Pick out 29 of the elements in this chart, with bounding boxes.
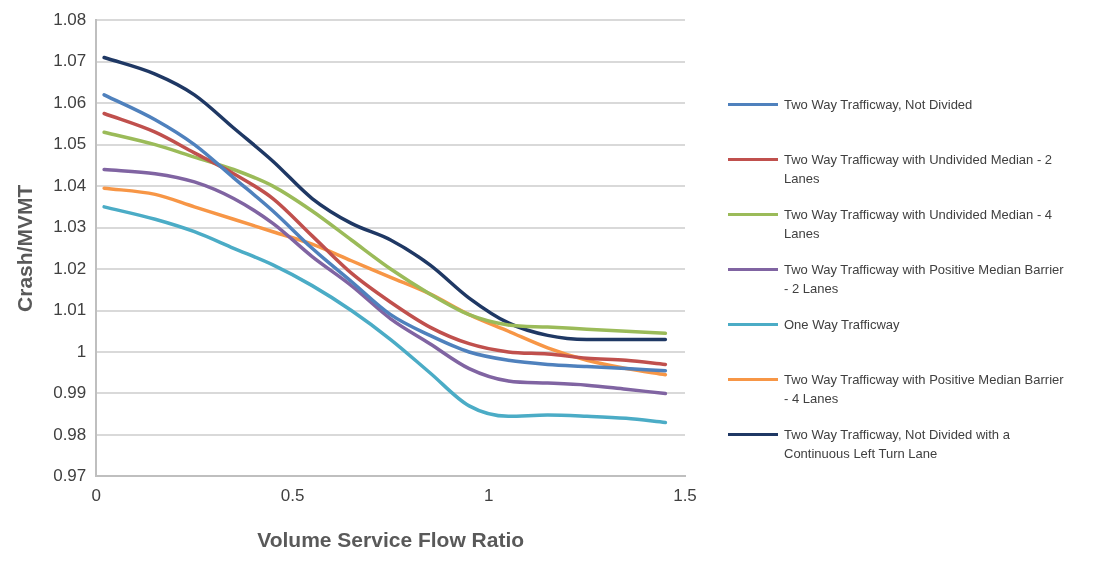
legend-label: Two Way Trafficway with Positive Median Barrier - 2 Lanes [784,261,1064,298]
y-tick-label: 0.98 [53,424,87,444]
y-tick-label: 1.05 [53,134,87,154]
line-series [102,55,668,342]
legend-label: Two Way Trafficway, Not Divided [784,96,974,114]
y-tick-label: 1.08 [53,9,87,29]
y-tick-label: 0.97 [53,466,87,486]
y-axis-title: Crash/MVMT [13,184,37,312]
legend-label: Two Way Trafficway with Undivided Median - 2 Lanes [784,151,1054,188]
line-series [102,205,668,425]
y-tick-label: 1.07 [53,51,87,71]
x-tick-label: 0 [91,486,102,506]
y-tick-label: 1.04 [53,175,87,195]
y-tick-label: 1.03 [53,217,87,237]
y-tick-label: 0.99 [53,383,87,403]
y-tick-label: 1.06 [53,92,87,112]
legend-label: One Way Trafficway [784,316,901,334]
y-tick-label: 1.02 [53,258,87,278]
legend-label: Two Way Trafficway with Positive Median Barrier - 4 Lanes [784,371,1064,408]
y-tick-label: 1.01 [53,300,87,320]
legend-label: Two Way Trafficway with Undivided Median - 4 Lanes [784,206,1054,243]
line-series [102,167,668,396]
line-series [102,130,668,336]
x-tick-label: 0.5 [280,486,305,506]
y-tick-label: 1 [76,341,87,361]
x-axis-title: Volume Service Flow Ratio [257,528,525,552]
x-tick-label: 1.5 [673,486,697,506]
x-tick-label: 1 [484,486,494,506]
legend-label: Two Way Trafficway, Not Divided with a Continuous Left Turn Lane [784,426,1011,463]
